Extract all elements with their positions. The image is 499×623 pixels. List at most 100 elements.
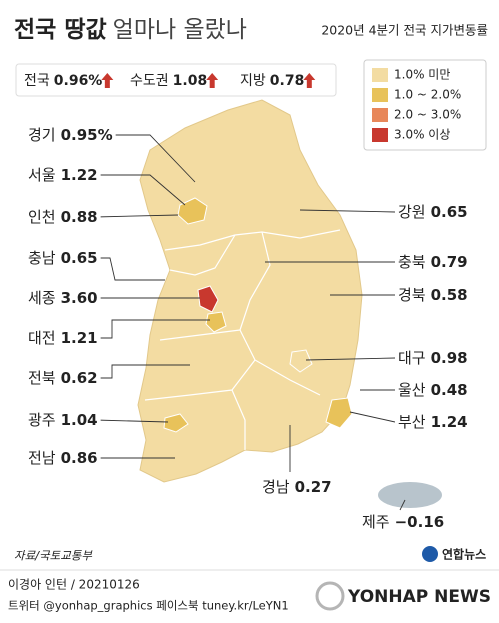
summary-value: 1.08: [173, 73, 208, 89]
summary-label: 전국: [24, 73, 50, 89]
legend-swatch: [372, 68, 388, 82]
region-name: 제주: [362, 513, 390, 531]
region-label: 경기 0.95%: [28, 126, 113, 144]
region-label: 부산 1.24: [398, 413, 468, 431]
region-value: 0.95%: [61, 126, 113, 144]
legend-label: 2.0 ~ 3.0%: [394, 108, 461, 122]
region-label: 전남 0.86: [28, 449, 98, 467]
label-bg: [25, 124, 116, 146]
title-bold: 전국 땅값: [14, 17, 107, 43]
region-label: 대전 1.21: [28, 329, 98, 347]
region-value: 0.98: [431, 349, 468, 367]
legend-label: 1.0% 미만: [394, 68, 450, 82]
summary-value: 0.78: [270, 73, 305, 89]
region-name: 경남: [262, 478, 290, 496]
region-name: 인천: [28, 208, 56, 226]
social: 트위터 @yonhap_graphics 페이스북 tuney.kr/LeYN1: [8, 599, 289, 613]
region-name: 전남: [28, 449, 56, 467]
summary-label: 지방: [240, 73, 266, 89]
region-value: 0.58: [431, 286, 468, 304]
region-value: 3.60: [61, 289, 98, 307]
label-bg: [25, 164, 101, 186]
watermark: YONHAP NEWS: [347, 587, 491, 607]
legend-swatch: [372, 128, 388, 142]
up-arrow: [101, 73, 114, 88]
region-value: 0.86: [61, 449, 98, 467]
sejong: [197, 285, 219, 313]
logo-mark: [422, 546, 438, 562]
region-name: 대전: [28, 329, 56, 347]
label-bg: [395, 284, 471, 306]
logo: 연합뉴스: [442, 547, 486, 562]
watermark-mark: [315, 581, 345, 611]
label-bg: [25, 287, 101, 309]
label-bg: [395, 201, 471, 223]
busan: [325, 397, 353, 429]
region-labels: 경기 0.95% 서울 1.22 인천 0.88 충남 0.65 세종 3.60 대전 1.21 전북 0…: [25, 124, 471, 533]
summary: 전국 0.96% 수도권 1.08 지방 0.78: [24, 73, 316, 89]
up-arrow: [303, 73, 316, 88]
region-value: 1.24: [431, 413, 468, 431]
label-bg: [25, 367, 101, 389]
region-label: 대구 0.98: [398, 349, 468, 367]
source: 자료/국토교통부: [14, 549, 93, 563]
region-label: 서울 1.22: [28, 166, 98, 184]
region-name: 광주: [28, 411, 56, 429]
boundary: [169, 234, 236, 276]
boundary: [164, 229, 341, 251]
summary-box: [15, 63, 337, 97]
korea-mainland: [137, 99, 363, 483]
title: 전국 땅값 얼마나 올랐나: [14, 17, 247, 43]
legend-label: 3.0% 이상: [394, 128, 450, 142]
region-value: 1.22: [61, 166, 98, 184]
credit: 이경아 인턴 / 20210126: [8, 578, 140, 592]
region-label: 세종 3.60: [28, 289, 98, 307]
summary-value: 0.96%: [54, 73, 103, 89]
leader-lines: [94, 134, 406, 511]
legend-swatch: [372, 108, 388, 122]
region-value: 0.65: [61, 249, 98, 267]
region-value: 1.21: [61, 329, 98, 347]
region-value: 0.65: [431, 203, 468, 221]
region-value: 1.04: [61, 411, 98, 429]
region-label: 광주 1.04: [28, 411, 98, 429]
summary-item: 수도권 1.08: [130, 73, 207, 89]
region-value: 0.79: [431, 253, 468, 271]
legend-box: [363, 59, 487, 151]
region-value: 0.27: [295, 478, 332, 496]
label-bg: [395, 251, 471, 273]
label-bg: [25, 447, 101, 469]
region-label: 전북 0.62: [28, 369, 98, 387]
region-name: 부산: [398, 413, 426, 431]
region-label: 경북 0.58: [398, 286, 468, 304]
region-label: 경남 0.27: [262, 478, 332, 496]
boundary: [159, 329, 241, 341]
map: [137, 99, 442, 508]
region-name: 세종: [28, 289, 56, 307]
summary-item: 전국 0.96%: [24, 73, 102, 89]
region-name: 대구: [398, 349, 426, 367]
label-bg: [359, 511, 448, 533]
label-bg: [259, 476, 335, 498]
gwangju: [163, 413, 189, 433]
region-name: 울산: [398, 381, 426, 399]
region-name: 전북: [28, 369, 56, 387]
region-label: 강원 0.65: [398, 203, 468, 221]
region-value: −0.16: [395, 513, 445, 531]
label-bg: [25, 247, 101, 269]
daegu: [289, 349, 313, 373]
region-name: 서울: [28, 166, 56, 184]
boundary: [231, 389, 246, 450]
region-label: 울산 0.48: [398, 381, 468, 399]
title-light: 얼마나 올랐나: [113, 17, 247, 43]
summary-label: 수도권: [130, 73, 169, 89]
region-value: 0.48: [431, 381, 468, 399]
region-label: 제주 −0.16: [362, 513, 444, 531]
region-name: 충남: [28, 249, 56, 267]
region-name: 경북: [398, 286, 426, 304]
label-bg: [25, 409, 101, 431]
region-value: 0.88: [61, 208, 98, 226]
label-bg: [395, 347, 471, 369]
